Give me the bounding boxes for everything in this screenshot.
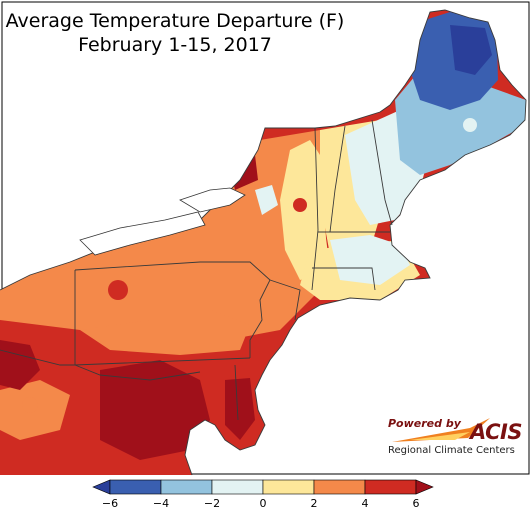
lake-ontario [179,187,246,213]
ny-vt-boundary [311,127,319,291]
coastline [0,9,527,476]
logo-regional-climate-centers: Regional Climate Centers [388,445,515,456]
lake-erie [79,211,206,256]
field-yellow-eastny [280,140,330,280]
md-wv-boundary [0,349,201,381]
colorbar-tick-label: 2 [310,497,318,510]
logo-acis: ACIS [470,420,522,444]
colorbar-tick-label: 6 [412,497,420,510]
map-subtitle: February 1-15, 2017 [78,34,272,56]
colorbar-tick-label: −6 [101,497,119,510]
logo-swoosh-highlight [410,432,470,440]
field-orange-pa [80,310,250,355]
field-spot [22,397,38,413]
colorbar-bin [313,479,366,495]
field-spot [108,280,128,300]
nh-me-boundary [371,119,393,226]
logo-swoosh [392,418,490,442]
vt-nh-boundary [329,125,346,233]
field-near-normal-ma [330,235,410,285]
colorbar-bin [364,479,417,495]
colorbar-bin [262,479,315,495]
field-coldest-maine [450,25,492,75]
colorbar-under-arrow [92,479,111,495]
colorbar-tick-label: −2 [203,497,221,510]
field-hot-delmarva [225,378,255,440]
pa-ny-nj-boundary [74,261,271,358]
map-title: Average Temperature Departure (F) [5,10,345,32]
acis-logo-graphic [392,418,490,442]
colorbar-bin [211,479,264,495]
ct-ri-boundary [312,267,376,291]
state-boundaries [0,9,527,476]
colorbar-bin [109,479,162,495]
great-lakes [79,187,246,256]
colorbar-tick-label: 0 [259,497,267,510]
de-boundary [234,364,239,421]
field-hot-va [100,360,210,460]
field-near-normal-adk [255,185,278,215]
colorbar [92,479,434,495]
nj-boundary [269,279,301,321]
colorbar-bin [160,479,213,495]
field-spot [293,198,307,212]
logo-powered-by: Powered by [388,417,461,430]
colorbar-tick-label: 4 [361,497,369,510]
colorbar-over-arrow [415,479,434,495]
field-spot [463,118,477,132]
colorbar-tick-label: −4 [152,497,170,510]
